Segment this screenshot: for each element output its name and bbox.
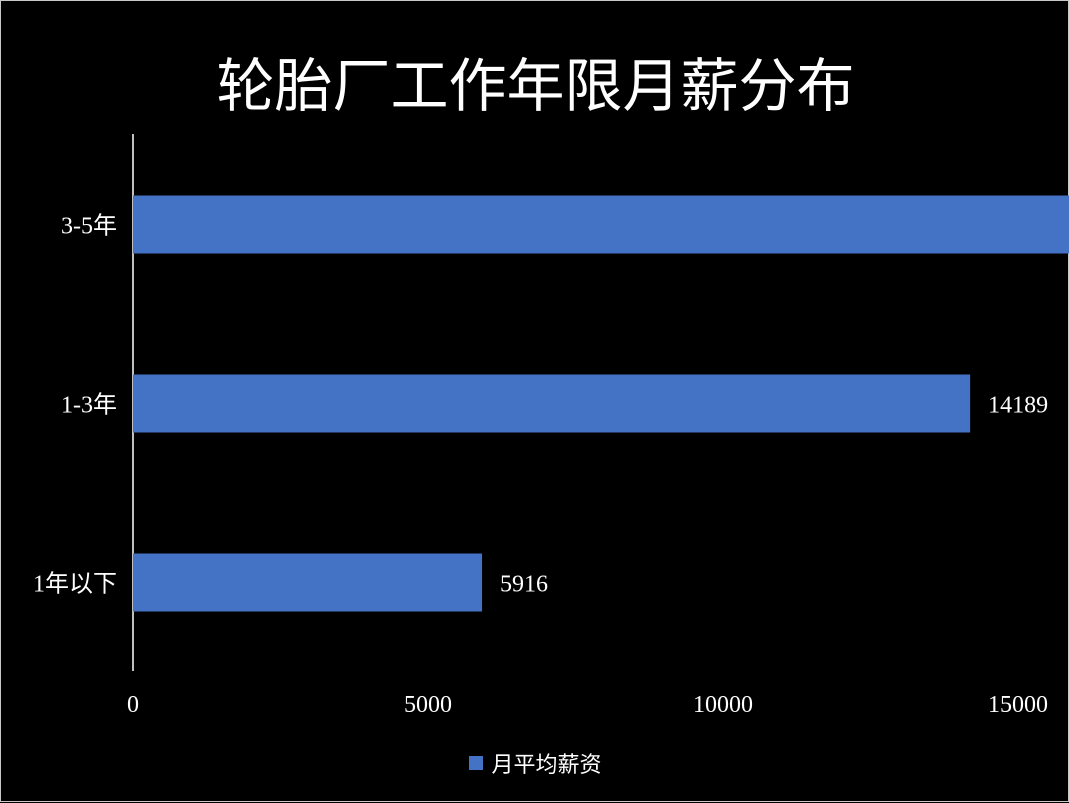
category-label-1: 1年以下 [33, 571, 117, 598]
data-label-1: 5916 [500, 572, 548, 598]
legend-label: 月平均薪资 [491, 753, 602, 778]
category-label-2: 1-3年 [61, 392, 117, 419]
chart-title: 轮胎厂工作年限月薪分布 [216, 52, 855, 120]
category-label-3: 3-5年 [61, 213, 117, 240]
bar-1 [133, 553, 483, 612]
x-tick-label-1: 5000 [404, 692, 452, 718]
legend: 月平均薪资 [1, 747, 1069, 779]
bar-3 [133, 195, 1069, 254]
data-label-2: 14189 [988, 393, 1048, 419]
x-tick-label-0: 0 [127, 692, 139, 718]
x-tick-label-3: 15000 [988, 692, 1048, 718]
bar-2 [133, 374, 971, 433]
legend-swatch [469, 756, 484, 770]
x-tick-label-2: 10000 [693, 692, 753, 718]
